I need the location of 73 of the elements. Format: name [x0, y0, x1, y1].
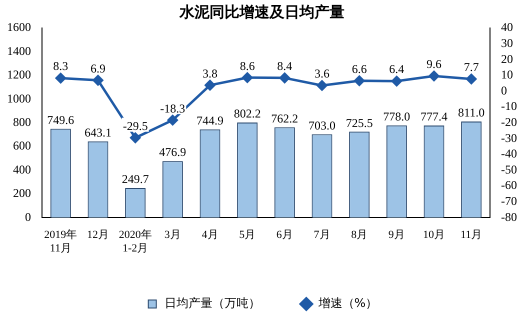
data-label: 762.2: [271, 111, 298, 126]
y-tick-label: 400: [13, 162, 31, 176]
point: [92, 75, 104, 86]
data-label: 725.5: [346, 116, 373, 130]
point: [130, 132, 141, 144]
y-tick-label: 800: [13, 114, 31, 129]
point: [316, 80, 328, 91]
point: [204, 80, 216, 90]
data-label: 744.9: [196, 113, 224, 128]
y2-tick-label: -40: [501, 146, 518, 161]
data-label: 9.6: [426, 57, 442, 72]
y2-tick-label: 10: [501, 68, 514, 82]
x-tick-label: 2019年 11月: [44, 229, 78, 254]
point: [242, 72, 253, 83]
y-tick-label: 1400: [7, 44, 31, 58]
point: [391, 76, 402, 86]
x-tick-label: 10月: [423, 229, 446, 242]
x-tick-label: 8月: [351, 229, 368, 242]
data-label: -29.5: [122, 118, 148, 133]
y2-tick-label: 30: [501, 36, 514, 50]
x-tick-label: 9月: [388, 229, 405, 242]
point: [55, 72, 66, 84]
data-label: 811.0: [458, 106, 485, 120]
x-tick-label: 6月: [276, 229, 293, 242]
x-tick-label: 2020年 1-2月: [118, 229, 152, 254]
data-label: 7.7: [464, 60, 479, 74]
x-tick-label: 4月: [202, 229, 218, 242]
point: [167, 114, 178, 126]
legend-label: 增速（%）: [317, 296, 378, 310]
data-label: 749.6: [47, 112, 74, 127]
data-label: 249.7: [122, 172, 149, 186]
x-tick-label: 11月: [460, 229, 482, 242]
data-label: 643.1: [84, 126, 112, 140]
data-label: 6.4: [389, 62, 404, 76]
point: [466, 74, 477, 84]
y-tick-label: 0: [25, 210, 31, 224]
y2-tick-label: -10: [501, 99, 518, 114]
y-tick-label: 1000: [7, 91, 31, 106]
y2-tick-label: -30: [501, 130, 518, 145]
chart-title: 水泥同比增速及日均产量: [178, 2, 344, 21]
y-tick-label: 200: [13, 186, 31, 200]
data-label: 8.6: [240, 58, 255, 73]
data-label: -18.3: [160, 101, 186, 116]
x-tick-label: 12月: [87, 229, 109, 242]
data-label: 3.6: [314, 66, 330, 81]
point: [354, 76, 365, 86]
data-label: 476.9: [159, 145, 186, 160]
data-label: 778.0: [383, 110, 410, 124]
x-tick-label: 5月: [239, 229, 256, 242]
point: [279, 72, 290, 84]
y2-tick-label: 40: [501, 20, 514, 34]
y-tick-label: 1600: [7, 20, 31, 34]
data-label: 703.0: [308, 118, 336, 132]
data-label: 3.8: [202, 66, 218, 80]
data-label: 6.6: [352, 62, 367, 76]
y-tick-label: 1200: [7, 68, 31, 82]
data-label: 802.2: [234, 106, 261, 121]
point: [428, 70, 440, 82]
y2-tick-label: 0: [501, 83, 508, 98]
legend-label: 日均产量（万吨）: [164, 296, 260, 310]
y2-tick-label: 20: [501, 52, 514, 66]
y2-tick-label: -80: [501, 210, 518, 224]
data-label: 8.3: [53, 59, 68, 74]
data-label: 8.4: [277, 59, 292, 74]
y2-tick-label: -50: [501, 162, 518, 176]
y2-tick-label: -70: [501, 194, 518, 208]
y2-tick-label: -20: [501, 114, 518, 129]
y2-tick-label: -60: [501, 178, 518, 192]
data-label: 6.9: [90, 61, 106, 76]
data-label: 777.4: [420, 110, 448, 124]
x-tick-label: 3月: [164, 229, 181, 242]
x-tick-label: 7月: [314, 229, 330, 242]
y-tick-label: 600: [13, 138, 31, 153]
